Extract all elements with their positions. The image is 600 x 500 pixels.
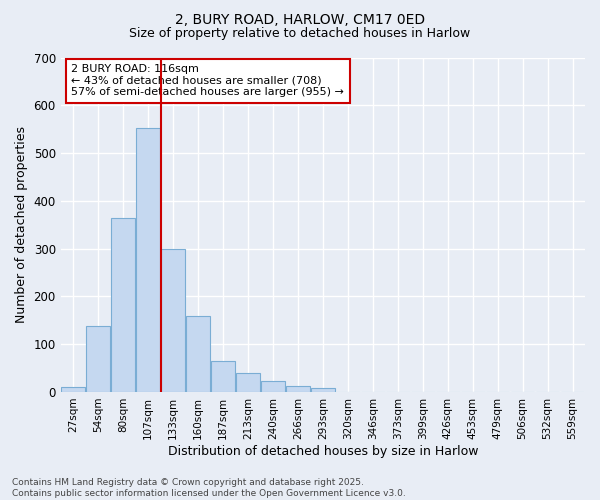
Text: Contains HM Land Registry data © Crown copyright and database right 2025.
Contai: Contains HM Land Registry data © Crown c… [12, 478, 406, 498]
Bar [111, 218, 135, 392]
X-axis label: Distribution of detached houses by size in Harlow: Distribution of detached houses by size … [167, 444, 478, 458]
Bar [211, 361, 235, 392]
Text: 2 BURY ROAD: 116sqm
← 43% of detached houses are smaller (708)
57% of semi-detac: 2 BURY ROAD: 116sqm ← 43% of detached ho… [71, 64, 344, 98]
Bar [61, 387, 85, 392]
Bar [136, 128, 160, 392]
Text: 2, BURY ROAD, HARLOW, CM17 0ED: 2, BURY ROAD, HARLOW, CM17 0ED [175, 12, 425, 26]
Bar [186, 316, 210, 392]
Bar [236, 373, 260, 392]
Bar [261, 382, 285, 392]
Bar [86, 326, 110, 392]
Bar [161, 248, 185, 392]
Text: Size of property relative to detached houses in Harlow: Size of property relative to detached ho… [130, 28, 470, 40]
Y-axis label: Number of detached properties: Number of detached properties [15, 126, 28, 323]
Bar [286, 386, 310, 392]
Bar [311, 388, 335, 392]
